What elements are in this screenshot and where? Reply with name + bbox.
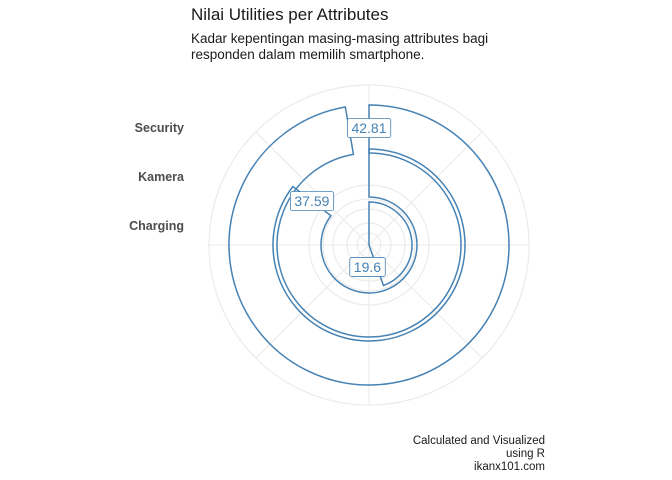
category-label-charging: Charging xyxy=(129,219,184,233)
grid-spoke xyxy=(255,131,370,246)
caption-line-3: ikanx101.com xyxy=(474,461,545,473)
data-label-charging-box xyxy=(349,257,386,277)
grid-spoke xyxy=(368,244,483,359)
data-label-security-text: 42.81 xyxy=(351,120,386,136)
data-label-charging-text: 19.6 xyxy=(354,259,381,275)
caption-line-2: using R xyxy=(506,448,545,460)
chart-subtitle-line-1: Kadar kepentingan masing-masing attribut… xyxy=(191,31,488,46)
data-label-kamera-box xyxy=(289,191,335,212)
data-label-security-box xyxy=(347,118,392,138)
category-label-kamera: Kamera xyxy=(138,170,185,184)
data-label-kamera-text: 37.59 xyxy=(294,193,329,209)
bar-charging xyxy=(368,201,413,287)
data-label-charging: 19.6 xyxy=(349,257,386,277)
bar-kamera xyxy=(272,148,466,342)
bar-security xyxy=(228,104,510,386)
category-labels: Security Kamera Charging xyxy=(129,121,185,233)
category-label-security: Security xyxy=(135,121,184,135)
data-label-kamera: 37.59 xyxy=(289,191,335,212)
chart-subtitle-line-2: responden dalam memilih smartphone. xyxy=(191,47,424,62)
bars xyxy=(228,104,510,386)
data-label-security: 42.81 xyxy=(347,118,392,138)
caption-line-1: Calculated and Visualized xyxy=(413,435,545,447)
chart-title: Nilai Utilities per Attributes xyxy=(191,5,388,24)
data-labels: 42.81 37.59 19.6 xyxy=(289,118,392,277)
grid-spoke xyxy=(368,131,483,246)
grid xyxy=(208,84,530,406)
